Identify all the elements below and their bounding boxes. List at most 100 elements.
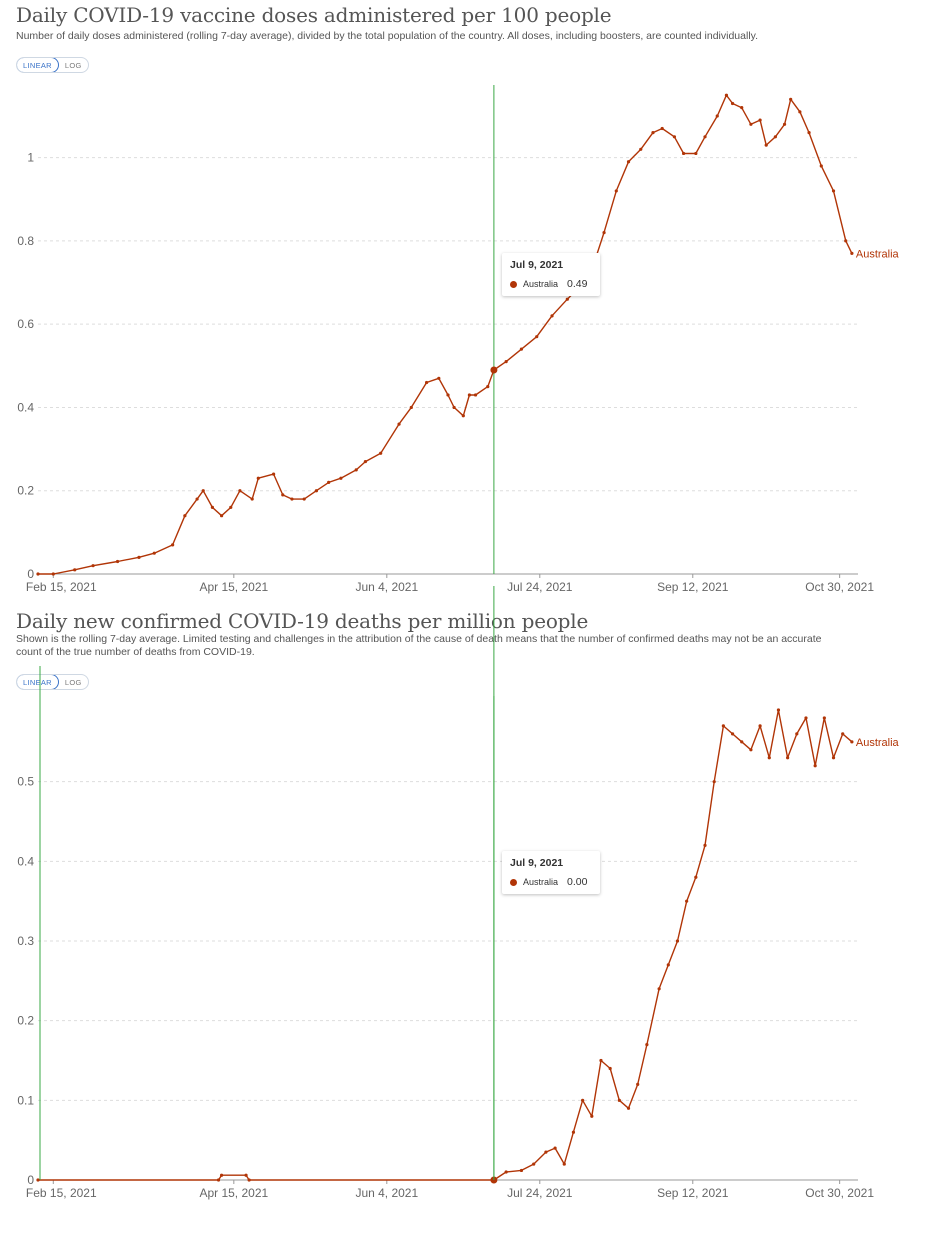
data-point xyxy=(758,118,762,122)
linear-scale-button[interactable]: LINEAR xyxy=(16,675,59,689)
data-point xyxy=(773,135,777,139)
tooltip-value: 0.00 xyxy=(567,876,588,888)
series-line-australia xyxy=(38,709,853,1181)
data-point xyxy=(581,1098,585,1102)
data-point xyxy=(504,360,508,364)
data-point xyxy=(571,1130,576,1134)
data-point xyxy=(339,476,343,480)
data-point xyxy=(626,160,631,164)
data-point xyxy=(782,122,787,126)
data-point xyxy=(504,1170,508,1174)
scale-toggle: LINEAR LOG xyxy=(16,674,89,690)
data-point xyxy=(302,497,306,501)
linear-scale-button[interactable]: LINEAR xyxy=(16,58,59,72)
data-point xyxy=(544,1150,548,1154)
chart-subtitle: Shown is the rolling 7-day average. Limi… xyxy=(16,633,822,658)
data-point xyxy=(850,740,854,744)
data-point xyxy=(437,376,441,380)
data-point xyxy=(626,1106,631,1110)
y-tick-label: 0.3 xyxy=(17,934,34,948)
data-point xyxy=(675,939,680,943)
scale-toggle: LINEAR LOG xyxy=(16,57,89,73)
data-point xyxy=(841,732,845,736)
data-point xyxy=(831,189,836,193)
x-tick-label: Oct 30, 2021 xyxy=(805,580,874,594)
x-tick-label: Apr 15, 2021 xyxy=(199,1186,268,1200)
data-point xyxy=(281,493,285,497)
data-point xyxy=(201,489,205,493)
data-point xyxy=(819,164,823,168)
y-tick-label: 0.8 xyxy=(17,234,34,248)
data-point xyxy=(210,505,215,509)
vaccine-doses-chart-panel: Daily COVID-19 vaccine doses administere… xyxy=(0,0,950,600)
data-point xyxy=(409,405,413,410)
data-point xyxy=(219,1173,224,1177)
vaccine-doses-line-chart[interactable]: 0 0.2 0.4 0.6 0.8 1 Feb 15, 2021 Apr 15, 2021 Ju… xyxy=(0,0,950,600)
data-point xyxy=(473,393,478,397)
data-point xyxy=(703,135,707,139)
data-point xyxy=(789,97,793,101)
data-point xyxy=(758,724,762,728)
data-point xyxy=(247,1178,251,1182)
data-point xyxy=(314,489,319,493)
data-point xyxy=(715,114,719,118)
y-tick-label: 0.6 xyxy=(17,317,34,331)
data-point xyxy=(795,732,799,736)
data-point xyxy=(694,875,698,879)
data-point xyxy=(354,468,358,472)
data-point xyxy=(672,135,677,139)
data-point xyxy=(271,472,276,476)
data-point xyxy=(519,347,524,351)
data-point xyxy=(446,393,450,397)
x-tick-label: Feb 15, 2021 xyxy=(26,1186,97,1200)
data-point xyxy=(639,147,643,151)
data-point xyxy=(685,899,689,903)
data-point xyxy=(73,568,77,572)
log-scale-button[interactable]: LOG xyxy=(64,61,82,70)
data-point xyxy=(424,380,429,385)
data-point xyxy=(807,131,811,135)
tooltip-date: Jul 9, 2021 xyxy=(510,857,564,869)
data-point xyxy=(599,1058,603,1063)
data-point xyxy=(844,239,848,243)
data-point xyxy=(290,497,294,501)
data-point xyxy=(614,189,618,193)
x-tick-label: Sep 12, 2021 xyxy=(657,1186,729,1200)
data-point xyxy=(602,230,606,235)
hover-point xyxy=(490,1176,498,1184)
data-point xyxy=(183,514,187,518)
x-tick-label: Jun 4, 2021 xyxy=(355,1186,418,1200)
data-point xyxy=(776,708,781,712)
tooltip-value: 0.49 xyxy=(567,278,588,290)
data-point xyxy=(137,555,141,559)
y-tick-label: 0.5 xyxy=(17,775,34,789)
data-point xyxy=(519,1168,524,1173)
data-point xyxy=(229,505,233,509)
data-point xyxy=(553,1146,557,1150)
deaths-line-chart[interactable]: 0 0.1 0.2 0.3 0.4 0.5 Feb 15, 2021 Apr 15, 2021… xyxy=(0,606,950,1206)
data-point xyxy=(467,393,472,397)
data-point xyxy=(562,1162,566,1166)
data-point xyxy=(721,724,725,728)
y-tick-label: 0.4 xyxy=(17,400,34,414)
x-tick-label: Feb 15, 2021 xyxy=(26,580,97,594)
data-point xyxy=(397,422,401,426)
data-point xyxy=(822,716,826,720)
data-point xyxy=(636,1082,640,1086)
hover-tooltip: Jul 9, 2021 Australia 0.00 xyxy=(502,851,600,894)
data-point xyxy=(219,514,224,518)
log-scale-button[interactable]: LOG xyxy=(64,678,82,687)
data-point xyxy=(216,1178,221,1182)
data-point xyxy=(36,572,40,576)
data-point xyxy=(694,151,698,156)
data-point xyxy=(363,459,367,464)
y-tick-label: 0.1 xyxy=(17,1093,34,1107)
data-point xyxy=(452,405,456,410)
tooltip-date: Jul 9, 2021 xyxy=(510,259,564,271)
tooltip-series-name: Australia xyxy=(523,279,559,289)
data-point xyxy=(831,756,836,760)
tooltip-series-name: Australia xyxy=(523,877,559,887)
x-tick-label: Sep 12, 2021 xyxy=(657,580,729,594)
data-point xyxy=(244,1173,248,1177)
data-point xyxy=(590,1114,594,1118)
